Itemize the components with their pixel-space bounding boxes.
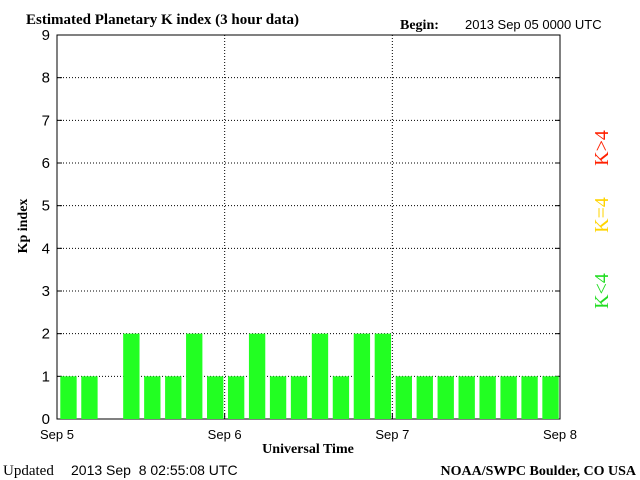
y-tick-label: 9 xyxy=(42,27,50,44)
y-tick-label: 8 xyxy=(42,70,50,87)
kp-bar xyxy=(165,376,182,419)
kp-bar xyxy=(269,376,287,419)
y-tick-label: 1 xyxy=(42,368,50,385)
kp-bar xyxy=(290,376,308,419)
updated-label: Updated xyxy=(3,463,54,479)
legend-item-label: K=4 xyxy=(591,197,613,233)
legend-item-label: K<4 xyxy=(591,273,613,309)
begin-value: 2013 Sep 05 0000 UTC xyxy=(465,17,602,32)
kp-bar xyxy=(81,376,98,419)
kp-bar xyxy=(437,376,454,419)
y-tick-label: 3 xyxy=(42,283,50,300)
kp-bar xyxy=(395,376,412,419)
x-tick-label: Sep 7 xyxy=(375,427,409,442)
kp-bar xyxy=(374,333,392,419)
kp-bar xyxy=(207,376,224,419)
y-tick-label: 0 xyxy=(42,411,50,428)
kp-bar xyxy=(542,376,559,419)
y-tick-label: 2 xyxy=(42,326,50,343)
kp-bar xyxy=(416,376,433,419)
kp-bar xyxy=(248,333,266,419)
legend-item-label: K>4 xyxy=(591,130,613,166)
kp-bar xyxy=(479,376,496,419)
y-tick-label: 6 xyxy=(42,155,50,172)
kp-bar xyxy=(227,376,245,419)
kp-bar xyxy=(123,333,140,419)
y-tick-label: 5 xyxy=(42,198,50,215)
y-axis-label: Kp index xyxy=(16,199,31,254)
x-tick-label: Sep 5 xyxy=(40,427,74,442)
y-tick-label: 7 xyxy=(42,112,50,129)
legend: K>4 K=4 K<4 xyxy=(591,130,613,309)
kp-bar xyxy=(458,376,475,419)
kp-bar xyxy=(353,333,371,419)
kp-bar xyxy=(332,376,350,419)
y-tick-label: 4 xyxy=(42,240,50,257)
begin-label: Begin: xyxy=(400,18,439,33)
kp-bar xyxy=(60,376,77,419)
chart-title: Estimated Planetary K index (3 hour data… xyxy=(26,12,299,28)
x-tick-label: Sep 8 xyxy=(543,427,577,442)
plot-frame xyxy=(56,34,561,420)
updated-value: 2013 Sep 8 02:55:08 UTC xyxy=(71,462,238,478)
x-axis-label: Universal Time xyxy=(262,442,354,457)
kp-bar xyxy=(500,376,517,419)
kp-bar xyxy=(521,376,538,419)
credit-text: NOAA/SWPC Boulder, CO USA xyxy=(440,464,636,479)
kp-bar xyxy=(311,333,329,419)
kp-bar xyxy=(144,376,161,419)
x-tick-label: Sep 6 xyxy=(208,427,242,442)
plot-area: 0 1 2 3 4 5 6 7 8 9 Sep 5 Sep 6 Sep 7 Sep 8 xyxy=(40,27,577,442)
kp-bar xyxy=(186,333,203,419)
